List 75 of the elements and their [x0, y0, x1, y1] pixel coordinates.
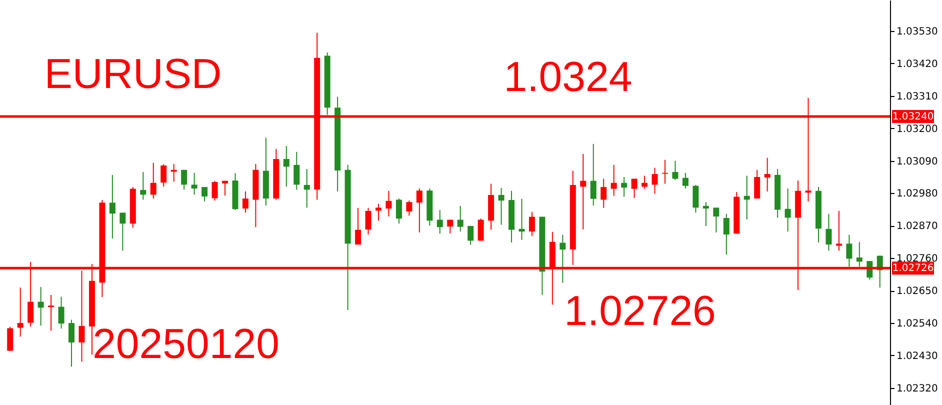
- y-tick-label: 1.02980: [896, 188, 938, 200]
- candlestick: [652, 167, 658, 194]
- y-tick-label: 1.02430: [896, 350, 938, 362]
- candlestick: [764, 157, 770, 192]
- candlestick: [560, 234, 566, 284]
- candlestick: [723, 213, 730, 256]
- y-tick-label: 1.03420: [896, 58, 938, 70]
- candlestick: [580, 153, 586, 230]
- candlestick: [754, 169, 760, 200]
- candlestick: [692, 184, 699, 214]
- candlestick: [856, 241, 862, 268]
- candlestick: [386, 190, 392, 218]
- candlestick: [631, 178, 638, 198]
- candlestick: [150, 162, 156, 200]
- ref-line-label: 1.02726: [892, 263, 934, 274]
- candlestick: [518, 198, 525, 240]
- candlestick: [826, 213, 832, 252]
- candlestick: [642, 175, 648, 190]
- candlestick: [590, 143, 596, 206]
- candlestick: [17, 287, 24, 338]
- candlestick: [713, 207, 720, 233]
- y-tick-label: 1.02650: [896, 286, 938, 298]
- y-tick-label: 1.02320: [896, 383, 938, 394]
- annotation: 1.0324: [504, 53, 632, 100]
- candlestick: [365, 207, 372, 236]
- candlestick: [48, 294, 54, 332]
- candlestick: [447, 219, 454, 234]
- candlestick: [621, 176, 628, 198]
- candlestick: [436, 210, 443, 234]
- y-tick-label: 1.03090: [896, 156, 938, 168]
- y-tick-label: 1.02540: [896, 318, 938, 330]
- candlestick: [396, 198, 402, 224]
- candlestick: [58, 296, 64, 330]
- candlestick: [375, 203, 382, 222]
- candlestick: [222, 180, 228, 196]
- candlestick: [191, 172, 198, 196]
- candlestick: [468, 225, 474, 246]
- ref-line-label: 1.03240: [892, 112, 934, 123]
- annotation: 1.02726: [564, 287, 716, 334]
- candlestick: [682, 172, 688, 189]
- candlestick: [478, 218, 484, 242]
- annotation: EURUSD: [44, 50, 222, 97]
- candlestick: [846, 234, 852, 268]
- candlestick: [836, 210, 842, 252]
- candlestick: [457, 205, 464, 232]
- candlestick: [702, 202, 709, 226]
- candlestick: [7, 326, 14, 352]
- y-tick-label: 1.02870: [896, 221, 938, 232]
- candlestick: [610, 164, 617, 196]
- candlestick: [528, 211, 535, 236]
- candlestick: [283, 146, 290, 188]
- y-tick-label: 1.03530: [896, 26, 938, 38]
- candlestick: [498, 187, 504, 226]
- candlestick: [784, 188, 791, 232]
- candlestick: [406, 200, 412, 216]
- candlestick: [202, 186, 208, 202]
- candlestick: [242, 190, 248, 214]
- y-tick-label: 1.03310: [896, 91, 938, 102]
- annotation: 20250120: [92, 320, 280, 367]
- candlestick: [109, 174, 116, 240]
- candlestick: [600, 178, 607, 208]
- candlestick: [160, 164, 167, 188]
- candlestick: [744, 175, 750, 220]
- candlestick: [304, 168, 310, 208]
- y-tick-label: 1.03200: [896, 124, 938, 135]
- candlestick: [212, 180, 218, 202]
- candlestick: [355, 207, 362, 246]
- candlestick: [140, 171, 146, 200]
- candlestick: [416, 188, 422, 233]
- candlestick: [120, 212, 126, 252]
- candlestick: [38, 286, 44, 326]
- candlestick: [68, 319, 75, 368]
- candlestick: [294, 151, 300, 190]
- candlestick: [672, 160, 678, 180]
- candlestick: [181, 169, 188, 190]
